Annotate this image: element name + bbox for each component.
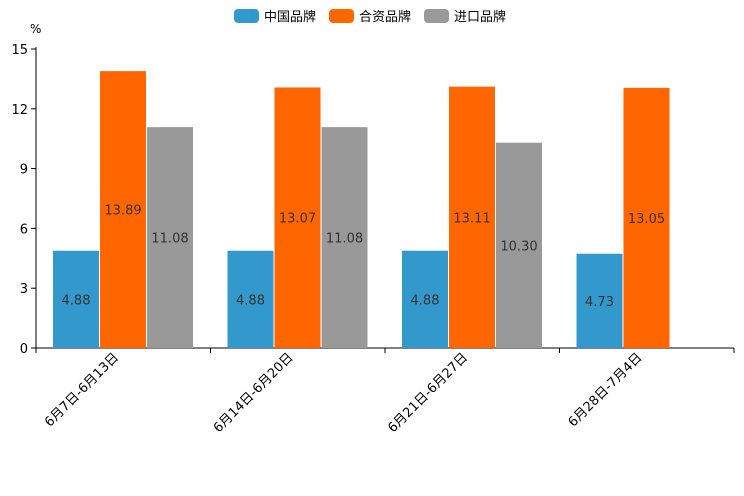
legend-item[interactable]: 进口品牌	[424, 9, 506, 25]
bar	[100, 71, 146, 348]
legend-label: 中国品牌	[264, 9, 316, 25]
bar	[496, 142, 542, 348]
y-tick-label: 15	[11, 43, 28, 58]
bar-value-label: 4.88	[62, 293, 91, 308]
bar-value-label: 4.73	[585, 295, 614, 310]
legend-swatch	[234, 9, 259, 23]
bar-value-label: 13.11	[453, 211, 490, 226]
bar-value-label: 13.89	[104, 204, 141, 219]
bar-labels: 4.88 13.89 11.08 4.88 13.07 11.08 4.88 13.11 10.…	[62, 204, 666, 310]
bar	[147, 127, 193, 348]
y-axis: 0 3 6 9 12 15	[11, 43, 37, 357]
y-tick-label: 6	[20, 222, 28, 237]
bar	[576, 253, 623, 348]
bar-value-label: 4.88	[411, 293, 440, 308]
y-tick-label: 3	[20, 282, 28, 297]
bar	[449, 86, 495, 348]
x-tick-label: 6月21日-6月27日	[385, 350, 471, 436]
x-tick-label: 6月14日-6月20日	[211, 350, 297, 436]
legend-item[interactable]: 合资品牌	[329, 9, 411, 25]
bar-value-label: 4.88	[236, 293, 265, 308]
bar-value-label: 13.07	[279, 212, 316, 227]
x-tick-label: 6月28日-7月4日	[566, 350, 646, 430]
bar-value-label: 11.08	[151, 232, 188, 247]
bar-value-label: 11.08	[326, 232, 363, 247]
legend-swatch	[329, 9, 354, 23]
bar	[53, 250, 99, 348]
bar-value-label: 13.05	[628, 212, 665, 227]
bar	[321, 127, 368, 348]
y-tick-label: 12	[11, 103, 28, 118]
bar	[274, 87, 321, 348]
bar	[623, 87, 670, 349]
legend-label: 合资品牌	[359, 9, 411, 25]
y-unit-label: %	[30, 22, 41, 36]
x-tick-label: 6月7日-6月13日	[42, 350, 122, 430]
bar	[227, 250, 274, 348]
bars	[53, 71, 670, 349]
y-tick-label: 0	[20, 342, 28, 357]
legend-swatch	[424, 9, 449, 23]
bar-value-label: 10.30	[500, 239, 537, 254]
x-axis: 6月7日-6月13日 6月14日-6月20日 6月21日-6月27日 6月28日-7月…	[35, 347, 735, 436]
y-tick-label: 9	[20, 163, 28, 178]
legend-label: 进口品牌	[454, 9, 506, 25]
legend-item[interactable]: 中国品牌	[234, 9, 316, 25]
legend: 中国品牌 合资品牌 进口品牌	[234, 9, 506, 25]
bar	[402, 250, 448, 348]
